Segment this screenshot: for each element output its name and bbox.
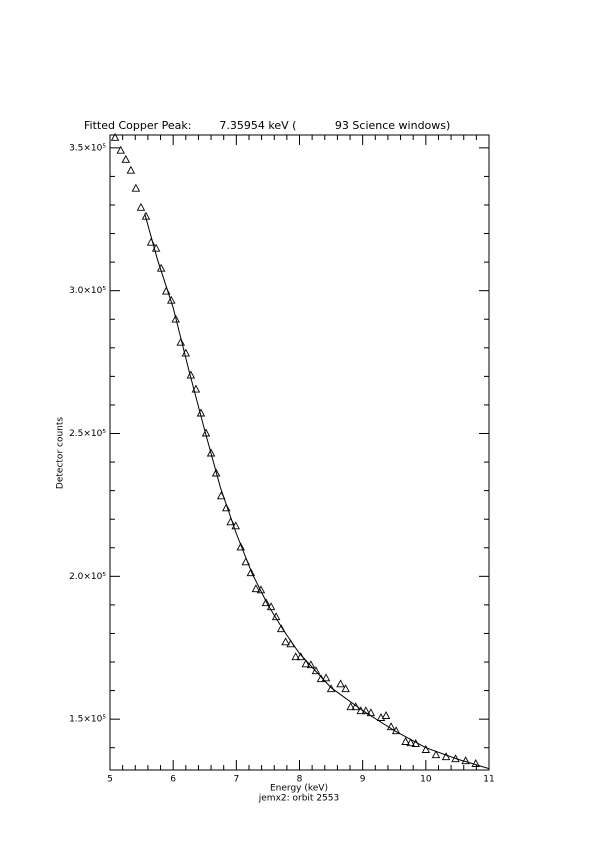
data-point — [191, 384, 201, 393]
x-tick-label: 11 — [483, 775, 494, 785]
data-point — [451, 754, 460, 763]
subtitle: jemx2: orbit 2553 — [258, 794, 339, 804]
data-point — [381, 711, 391, 719]
data-point — [126, 165, 136, 174]
data-point — [271, 612, 281, 621]
data-point — [171, 314, 180, 323]
data-point — [251, 584, 261, 593]
data-point — [221, 503, 231, 512]
data-point — [461, 756, 470, 765]
data-point — [146, 237, 156, 246]
x-tick-label: 10 — [420, 775, 432, 785]
data-point — [291, 652, 300, 661]
data-point — [231, 521, 240, 530]
data-point — [366, 708, 376, 717]
x-tick-label: 9 — [360, 775, 366, 785]
data-point — [431, 750, 441, 759]
data-point — [236, 542, 246, 551]
y-tick-label: 2.5×10⁵ — [69, 429, 106, 439]
x-tick-label: 6 — [170, 775, 176, 785]
data-point — [141, 211, 151, 220]
data-point — [261, 598, 271, 607]
data-point — [286, 639, 295, 648]
data-point — [167, 295, 176, 304]
data-point — [246, 568, 256, 577]
data-point — [201, 428, 211, 437]
data-point — [346, 702, 355, 711]
x-axis-label: Energy (keV) — [270, 784, 328, 794]
data-point — [116, 145, 125, 154]
data-point — [326, 684, 336, 693]
data-point — [421, 745, 431, 753]
data-point — [136, 202, 146, 211]
fit-line — [144, 213, 490, 770]
data-point — [151, 243, 161, 252]
data-point — [471, 759, 480, 767]
x-tick-label: 8 — [297, 775, 303, 785]
data-point — [216, 491, 226, 500]
data-point — [411, 739, 420, 747]
data-point — [406, 738, 415, 747]
data-point — [276, 624, 286, 633]
data-point — [266, 602, 276, 611]
data-point — [110, 132, 120, 141]
data-point — [186, 370, 196, 379]
data-point — [391, 726, 401, 735]
data-point — [401, 737, 410, 745]
data-point — [131, 183, 141, 192]
data-point — [226, 517, 235, 526]
data-point — [196, 408, 206, 417]
data-point — [316, 674, 326, 683]
data-point — [121, 154, 131, 163]
data-point — [281, 637, 290, 646]
data-point — [211, 468, 221, 477]
data-point — [156, 263, 166, 272]
y-tick-label: 2.0×10⁵ — [69, 572, 106, 582]
data-point — [441, 752, 451, 761]
data-point — [301, 659, 311, 668]
data-point — [241, 557, 251, 566]
data-point — [206, 448, 216, 457]
y-tick-label: 3.0×10⁵ — [69, 286, 106, 296]
data-point — [311, 666, 321, 675]
data-point — [176, 337, 186, 346]
y-axis-label: Detector counts — [56, 417, 66, 489]
data-point — [351, 702, 360, 711]
data-point — [296, 652, 306, 661]
data-point — [256, 585, 266, 594]
y-tick-label: 3.5×10⁵ — [69, 143, 106, 153]
data-point — [361, 706, 371, 715]
data-point — [306, 660, 316, 669]
data-point — [341, 684, 350, 693]
data-point — [356, 706, 366, 715]
data-point — [321, 673, 331, 682]
data-point — [336, 679, 345, 688]
data-point — [181, 348, 191, 357]
data-point — [161, 286, 171, 295]
chart-title: Fitted Copper Peak: 7.35954 keV ( 93 Sci… — [84, 119, 450, 132]
x-tick-label: 5 — [107, 775, 113, 785]
data-point — [386, 722, 396, 731]
x-tick-label: 7 — [233, 775, 239, 785]
y-tick-label: 1.5×10⁵ — [69, 715, 106, 725]
